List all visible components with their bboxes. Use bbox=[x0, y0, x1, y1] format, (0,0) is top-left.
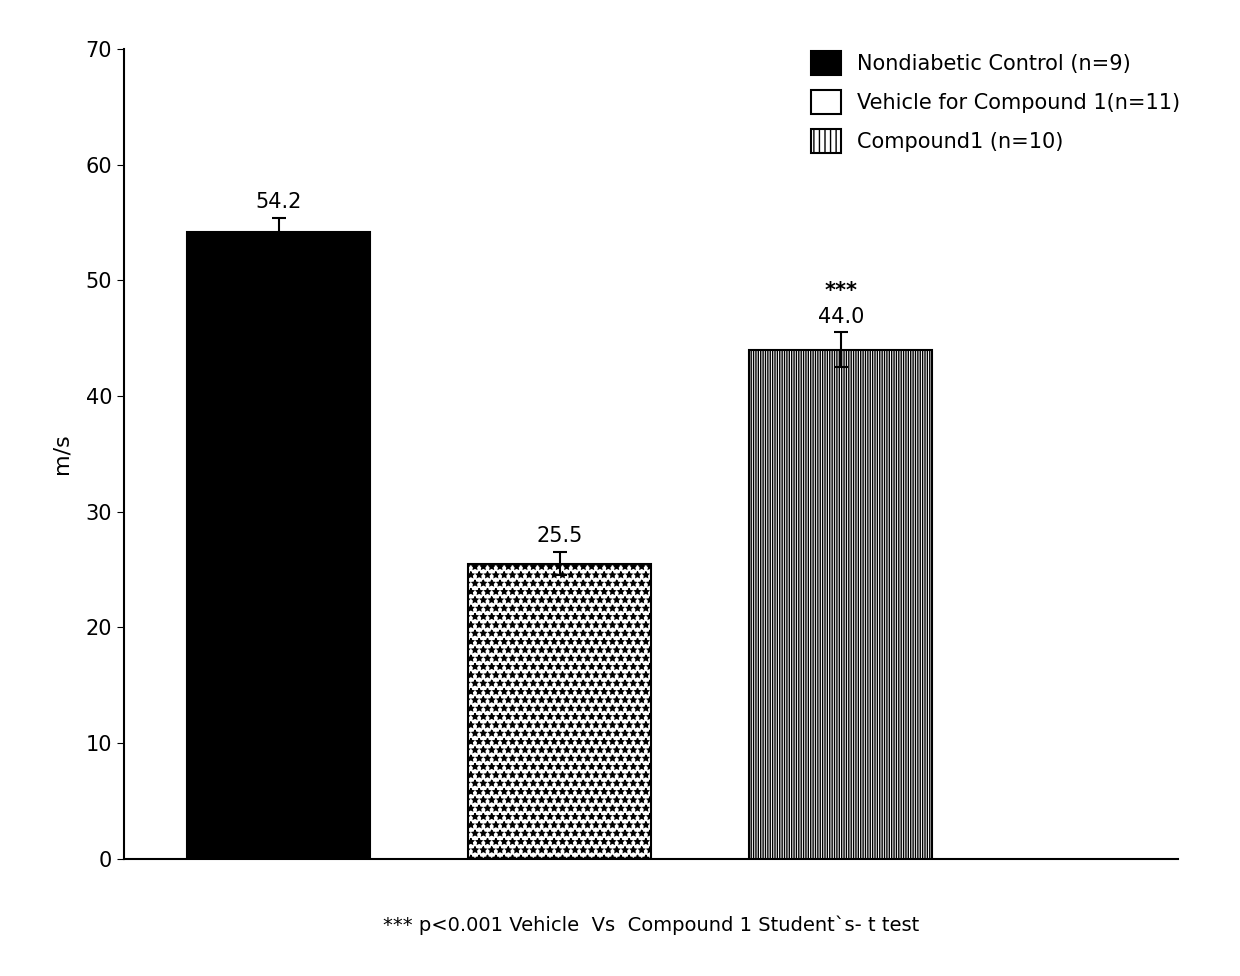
Bar bbox=[749, 349, 932, 859]
Text: *** p<0.001 Vehicle  Vs  Compound 1 Student`s- t test: *** p<0.001 Vehicle Vs Compound 1 Studen… bbox=[383, 915, 919, 935]
Text: 25.5: 25.5 bbox=[537, 526, 583, 547]
Text: 54.2: 54.2 bbox=[255, 192, 301, 212]
Text: 44.0: 44.0 bbox=[817, 306, 864, 327]
Bar bbox=[187, 231, 370, 859]
Y-axis label: m/s: m/s bbox=[52, 433, 72, 474]
Bar bbox=[469, 564, 651, 859]
Legend: Nondiabetic Control (n=9), Vehicle for Compound 1(n=11), Compound1 (n=10): Nondiabetic Control (n=9), Vehicle for C… bbox=[804, 43, 1189, 161]
Text: ***: *** bbox=[825, 281, 857, 301]
